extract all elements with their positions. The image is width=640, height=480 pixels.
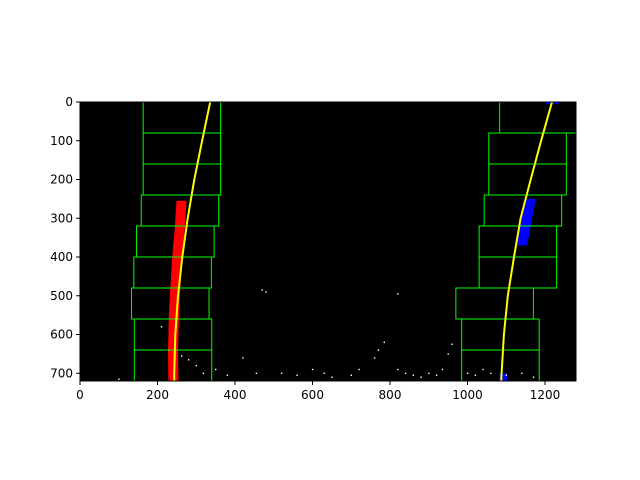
noise-pixel [532, 376, 535, 378]
plot-area [80, 102, 576, 381]
x-tick-label: 400 [224, 388, 247, 402]
noise-pixel [397, 368, 399, 371]
y-tick-label: 200 [50, 173, 73, 187]
binary-image-background [80, 102, 576, 381]
noise-pixel [226, 374, 229, 376]
noise-pixel [255, 372, 258, 375]
y-tick-label: 400 [50, 250, 73, 264]
noise-pixel [242, 357, 244, 359]
noise-pixel [383, 341, 385, 344]
x-tick-label: 800 [379, 388, 402, 402]
noise-pixel [420, 376, 422, 378]
noise-pixel [265, 291, 267, 293]
x-tick-label: 600 [301, 388, 324, 402]
noise-pixel [373, 357, 376, 359]
noise-pixel [358, 368, 360, 371]
y-tick-label: 100 [50, 134, 73, 148]
y-tick-label: 600 [50, 328, 73, 342]
noise-pixel [202, 372, 205, 375]
noise-pixel [490, 372, 492, 375]
noise-pixel [215, 368, 217, 371]
left-fit-curve [173, 102, 212, 381]
x-tick-label: 1200 [530, 388, 561, 402]
x-tick-label: 200 [146, 388, 169, 402]
y-tick-label: 0 [65, 95, 73, 109]
noise-pixel [118, 378, 120, 380]
x-tick-label: 1000 [452, 388, 483, 402]
noise-pixel [474, 374, 477, 376]
right-search-window [499, 102, 576, 134]
noise-pixel [441, 368, 444, 371]
y-axis: 0 100 200 300 400 500 600 700 [50, 95, 80, 380]
right-fit-curve [500, 102, 553, 381]
noise-pixel [331, 376, 333, 378]
noise-pixel [412, 374, 415, 376]
noise-pixel [377, 349, 380, 351]
noise-pixel [350, 374, 353, 376]
noise-pixel [435, 374, 438, 376]
noise-pixel [482, 368, 484, 371]
noise-pixel [428, 372, 430, 375]
noise-pixel [323, 372, 325, 375]
noise-pixel [447, 353, 449, 355]
noise-pixel [180, 355, 183, 357]
left-lane-pixels [168, 200, 187, 381]
noise-pixel [466, 372, 469, 375]
y-tick-label: 300 [50, 211, 73, 225]
axes-frame [79, 101, 577, 382]
right-lane-pixels-0 [516, 198, 536, 246]
noise-pixel [451, 343, 453, 345]
x-tick-label: 0 [76, 388, 84, 402]
y-tick-label: 500 [50, 289, 73, 303]
noise-pixel [311, 368, 314, 371]
noise-pixel [261, 289, 263, 291]
x-axis: 0 200 400 600 800 1000 1200 [76, 381, 560, 402]
noise-pixel [404, 372, 407, 375]
left-search-window [142, 102, 222, 134]
noise-pixel [505, 374, 508, 376]
noise-pixel [195, 364, 198, 367]
noise-pixel [397, 293, 399, 295]
y-tick-label: 700 [50, 366, 73, 380]
noise-pixel [296, 374, 298, 376]
noise-pixel [187, 359, 190, 361]
noise-pixel [521, 372, 523, 375]
noise-pixel [280, 372, 283, 375]
noise-pixel [160, 326, 163, 328]
